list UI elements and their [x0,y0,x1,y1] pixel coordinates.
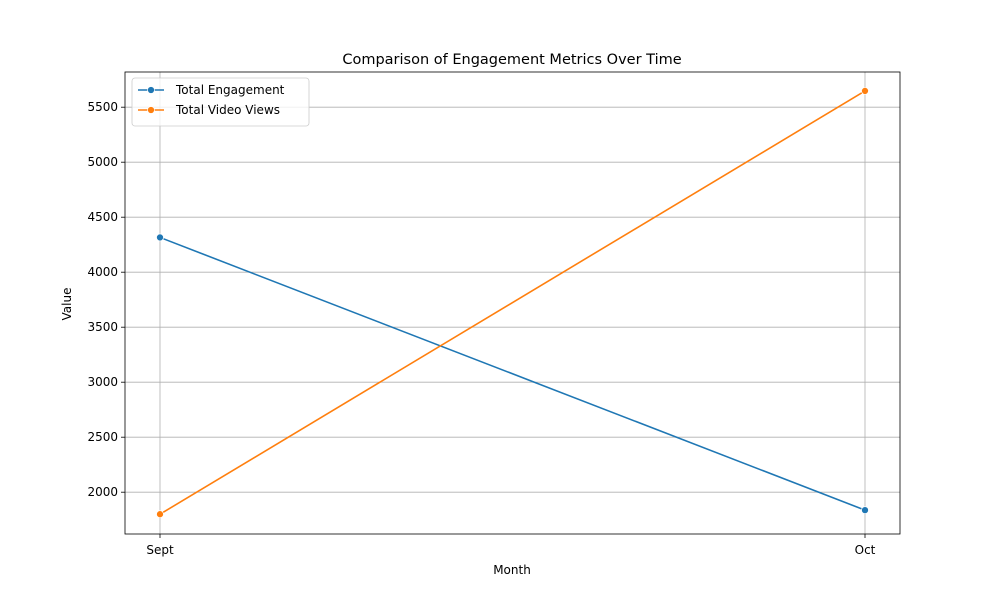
data-point [861,87,869,95]
data-point [156,233,164,242]
chart-title: Comparison of Engagement Metrics Over Ti… [342,52,681,68]
plot-frame [124,71,901,535]
y-tick-label: 4000 [87,265,118,279]
x-axis-label: Month [493,563,531,577]
y-axis-label: Value [60,288,74,321]
y-tick-label: 5500 [87,100,118,114]
data-point [156,510,164,519]
legend-marker [147,86,155,94]
y-tick-label: 3000 [87,375,118,389]
y-tick-label: 2000 [87,485,118,499]
y-tick-label: 2500 [87,430,118,444]
grid-lines [125,72,900,534]
legend: Total Engagement Total Video Views [131,77,310,127]
x-tick-label: Sept [146,543,174,557]
legend-marker [147,106,155,114]
legend-label: Total Video Views [175,103,280,117]
y-tick-label: 4500 [87,210,118,224]
series-line [159,236,866,511]
legend-box [131,77,310,127]
y-tick-label: 5000 [87,155,118,169]
x-tick-label: Oct [855,543,876,557]
y-tick-label: 3500 [87,320,118,334]
legend-label: Total Engagement [175,83,285,97]
data-point [861,506,869,514]
series-line [159,90,866,515]
